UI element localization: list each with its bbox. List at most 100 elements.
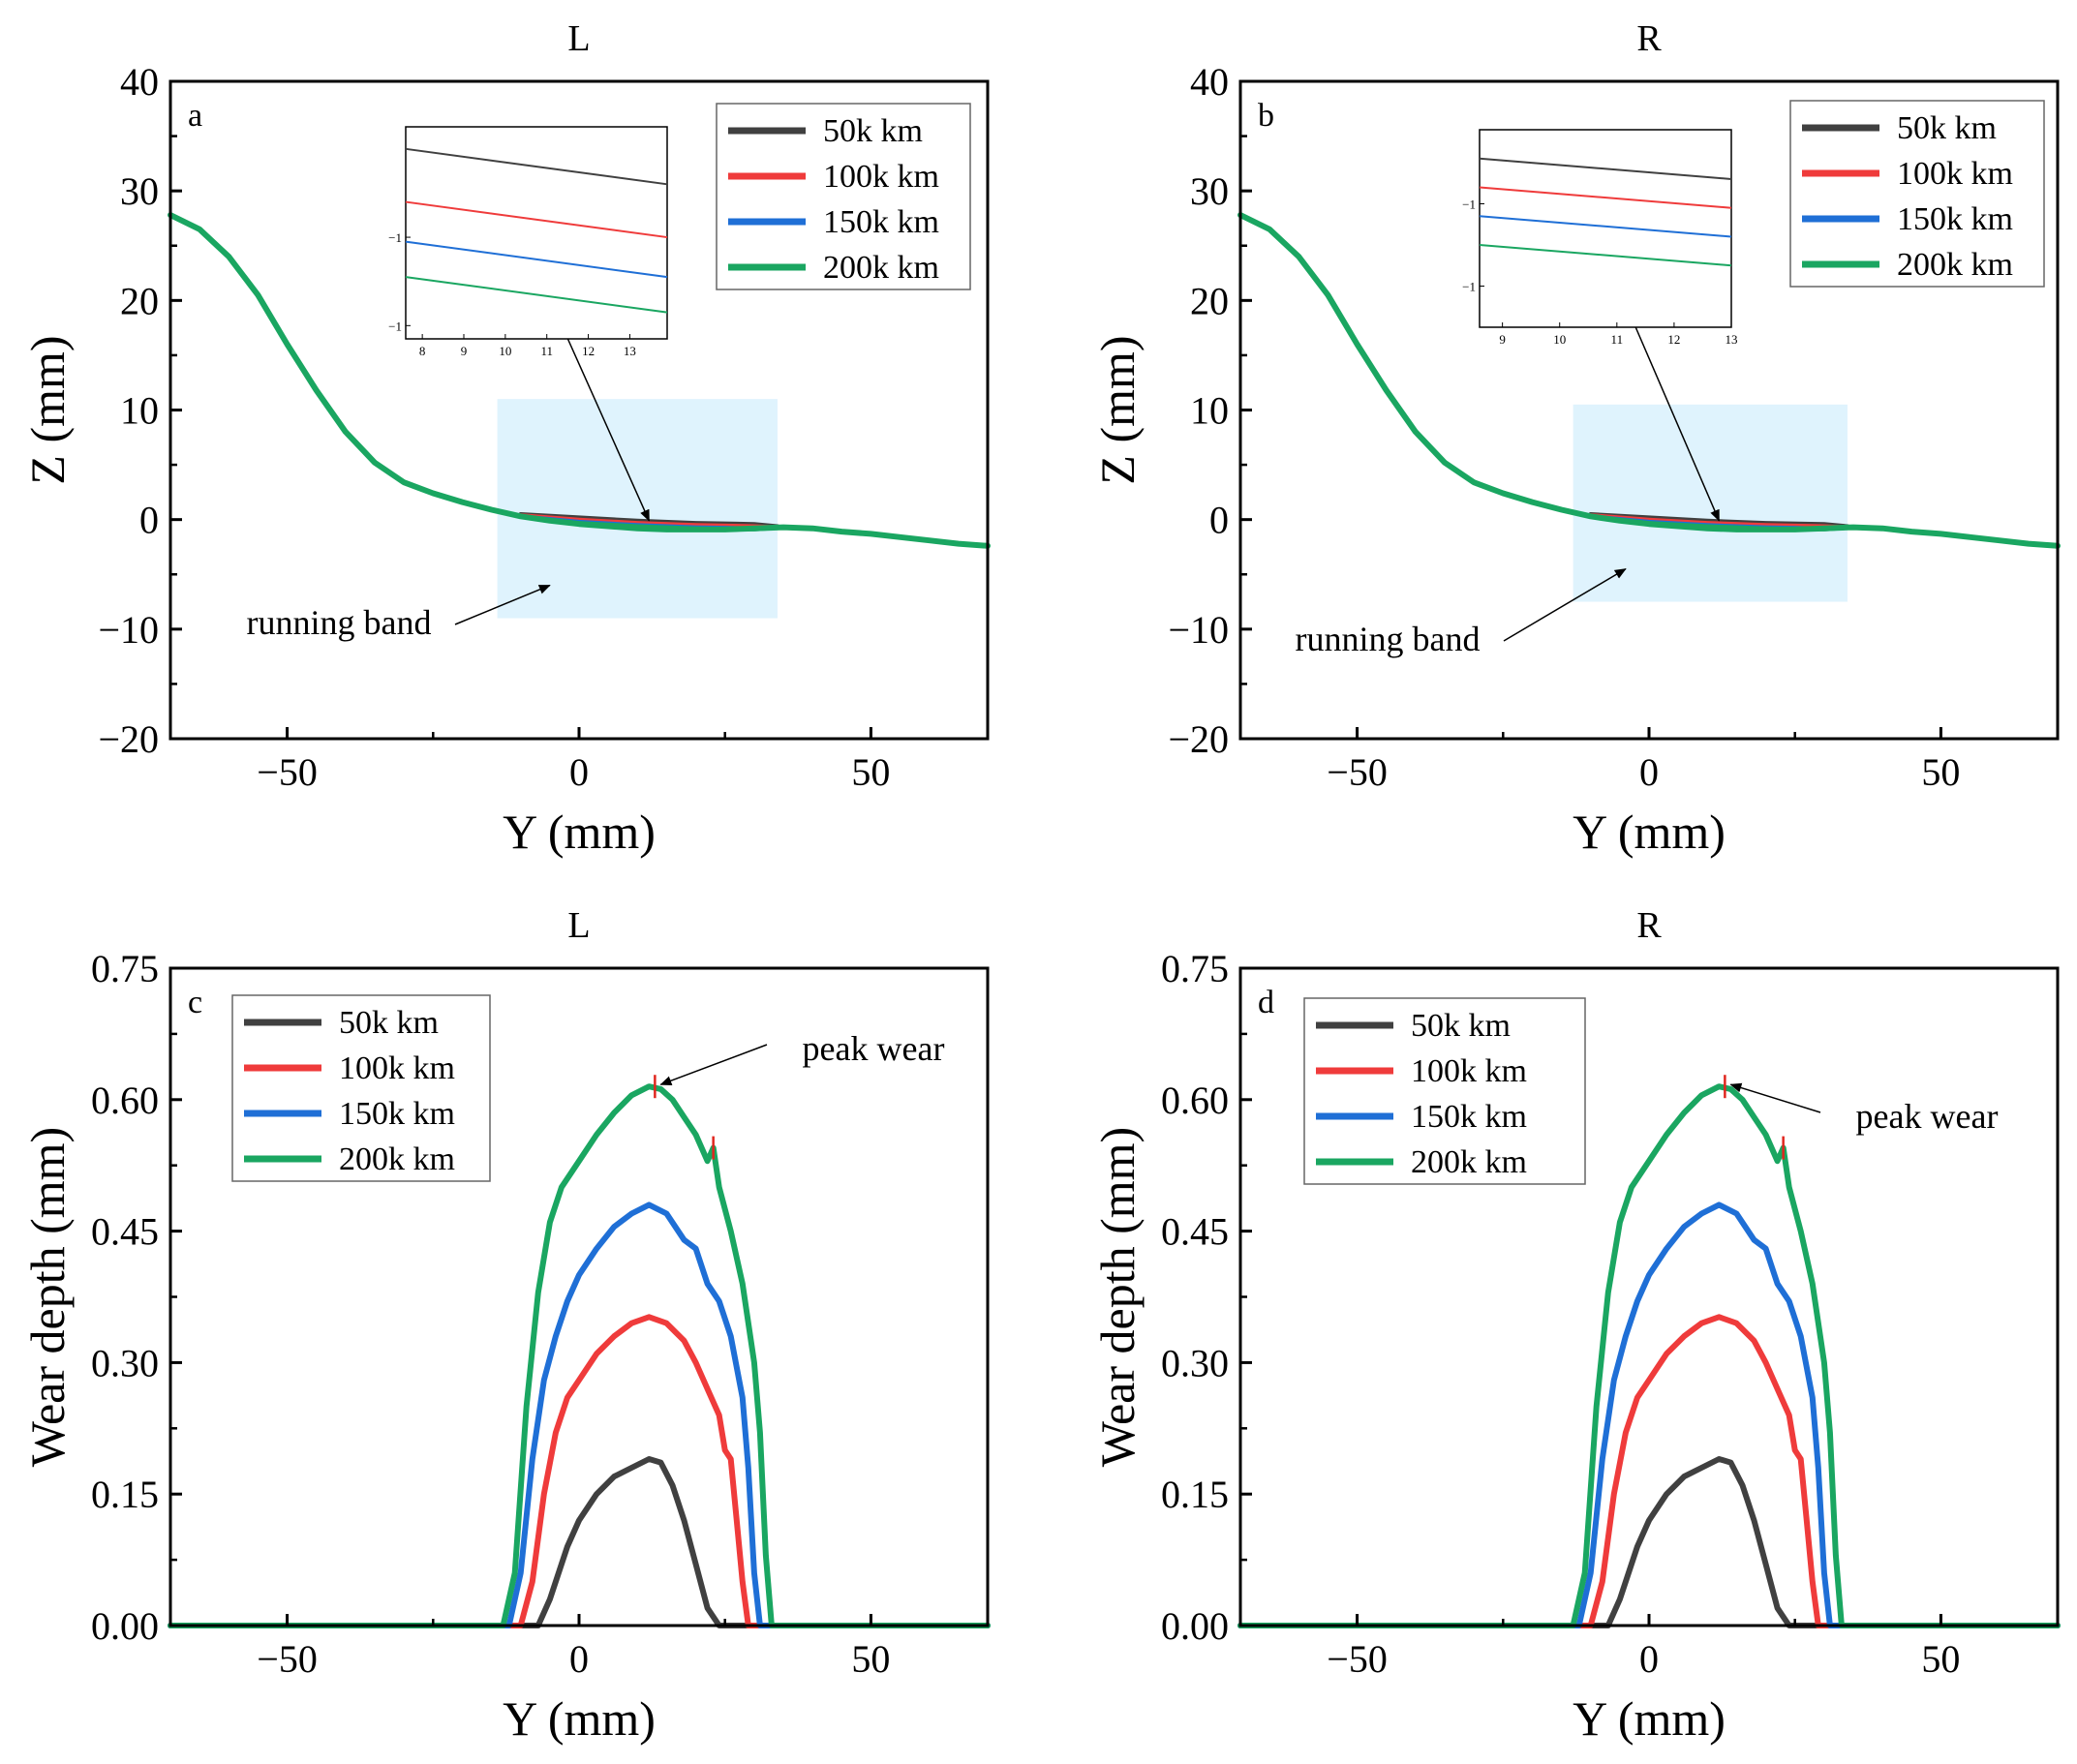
panel-letter: c: [188, 985, 202, 1020]
legend: 50k km 100k km 150k km 200k km: [1789, 100, 2045, 288]
x-tick-label: 50: [1921, 750, 1960, 794]
series-line-200kkm: [168, 1083, 991, 1628]
legend-box: [716, 103, 971, 290]
x-axis-label: Y (mm): [1573, 1691, 1726, 1746]
inset-series-line-150kkm: [1479, 215, 1732, 238]
inset-x-tick-label: 13: [1726, 332, 1738, 347]
peak-wear-label: peak wear: [803, 1029, 945, 1068]
legend-box: [1789, 100, 2045, 288]
x-tick-label: 50: [851, 1637, 890, 1681]
y-tick-label: −10: [1168, 608, 1229, 652]
legend-label: 150k km: [823, 204, 939, 240]
running-band-label: running band: [247, 603, 432, 642]
y-tick-label: 0.75: [91, 947, 159, 990]
panel-title: R: [1636, 905, 1662, 946]
running-band: [1573, 404, 1848, 602]
x-tick-label: −50: [1327, 750, 1388, 794]
inset-x-tick-label: 10: [1553, 332, 1566, 347]
legend-label: 200k km: [339, 1141, 455, 1177]
x-axis-label: Y (mm): [503, 805, 656, 859]
inset-x-tick-label: 11: [1611, 332, 1624, 347]
inset: 9 10 11 12 13 −1 −1: [1462, 129, 1738, 522]
inset-series-line-100kkm: [405, 200, 668, 239]
inset-series-line-100kkm: [1479, 186, 1732, 209]
legend-label: 100k km: [339, 1050, 455, 1086]
y-tick-label: 0.45: [91, 1210, 159, 1254]
panel-b: −50 0 50 −20 −10 0 10 20 30 40 R Y (mm) Z (mm) b 50k k…: [1090, 18, 2061, 859]
legend-label: 150k km: [1411, 1099, 1527, 1135]
y-tick-label: 20: [120, 279, 159, 322]
inset-series-line-150kkm: [405, 240, 668, 279]
y-tick-label: 0.00: [1161, 1604, 1229, 1648]
legend: 50k km 100k km 150k km 200k km: [231, 994, 491, 1182]
inset-series-line-200kkm: [1479, 244, 1732, 267]
legend-label: 50k km: [823, 113, 923, 149]
inset-series-line-50kkm: [405, 147, 668, 186]
legend-label: 100k km: [1897, 156, 2013, 192]
panel-title: R: [1636, 18, 1662, 59]
x-tick-label: 0: [569, 750, 589, 794]
inset-y-tick-label: −1: [1462, 198, 1476, 212]
panel-title: L: [567, 905, 590, 946]
peak-wear-arrow: [1729, 1082, 1821, 1113]
legend-label: 50k km: [1411, 1008, 1511, 1044]
y-tick-label: 40: [120, 60, 159, 104]
series-line-150kkm: [1237, 1201, 2061, 1628]
peak-wear-label: peak wear: [1856, 1097, 1999, 1136]
x-tick-label: 0: [569, 1637, 589, 1681]
inset-x-tick-label: 10: [499, 344, 511, 358]
y-tick-label: 30: [1190, 169, 1229, 213]
inset: 8 9 10 11 12 13 −1 −1: [388, 126, 668, 522]
series-line-100kkm: [1237, 1314, 2061, 1628]
y-tick-label: 10: [1190, 389, 1229, 433]
legend-label: 200k km: [1897, 247, 2013, 283]
profile-line-200k: [168, 212, 991, 549]
y-tick-label: 0.30: [1161, 1341, 1229, 1384]
inset-y-tick-label: −1: [388, 230, 402, 245]
running-band-arrow: [454, 584, 551, 625]
y-axis-label: Wear depth (mm): [20, 1127, 75, 1467]
x-tick-label: 0: [1639, 750, 1659, 794]
peak-wear-arrow: [659, 1044, 768, 1086]
y-tick-label: 0.15: [91, 1473, 159, 1516]
y-axis-label: Z (mm): [20, 335, 75, 484]
legend-label: 100k km: [1411, 1053, 1527, 1089]
y-tick-label: 0.60: [1161, 1079, 1229, 1122]
y-tick-label: 0.15: [1161, 1473, 1229, 1516]
panel-title: L: [567, 18, 590, 59]
series-line-50kkm: [1237, 1456, 2061, 1628]
y-tick-label: −10: [98, 608, 159, 652]
legend: 50k km 100k km 150k km 200k km: [1303, 997, 1586, 1185]
y-tick-label: 10: [120, 389, 159, 433]
y-tick-label: 30: [120, 169, 159, 213]
x-tick-label: 50: [1921, 1637, 1960, 1681]
x-axis-label: Y (mm): [503, 1691, 656, 1746]
panel-d: −50 0 50 0.00 0.15 0.30 0.45 0.60 0.75 R Y (mm) Wea…: [1090, 905, 2061, 1746]
x-tick-label: −50: [257, 1637, 318, 1681]
y-axis-label: Wear depth (mm): [1090, 1127, 1145, 1467]
y-tick-label: 0: [1209, 499, 1229, 542]
y-tick-label: 0: [139, 499, 159, 542]
x-tick-label: −50: [1327, 1637, 1388, 1681]
legend-label: 100k km: [823, 159, 939, 195]
inset-connector-arrow: [1634, 326, 1721, 522]
legend-box: [1303, 997, 1586, 1185]
inset-x-tick-label: 13: [624, 344, 636, 358]
x-tick-label: −50: [257, 750, 318, 794]
legend-label: 50k km: [339, 1005, 439, 1041]
running-band-arrow: [1503, 567, 1627, 642]
inset-x-tick-label: 11: [540, 344, 553, 358]
y-tick-label: 0.60: [91, 1079, 159, 1122]
y-tick-label: 0.75: [1161, 947, 1229, 990]
y-tick-label: 0.00: [91, 1604, 159, 1648]
running-band: [497, 399, 778, 619]
series-line-50kkm: [518, 512, 779, 529]
legend-label: 200k km: [1411, 1144, 1527, 1180]
series-line-100kkm: [168, 1314, 991, 1628]
panel-letter: a: [188, 98, 202, 134]
series-line-50kkm: [168, 1456, 991, 1628]
panel-letter: b: [1258, 98, 1274, 134]
y-tick-label: 0.45: [1161, 1210, 1229, 1254]
profile-line-200k: [1237, 212, 2061, 549]
inset-connector-arrow: [566, 338, 651, 522]
